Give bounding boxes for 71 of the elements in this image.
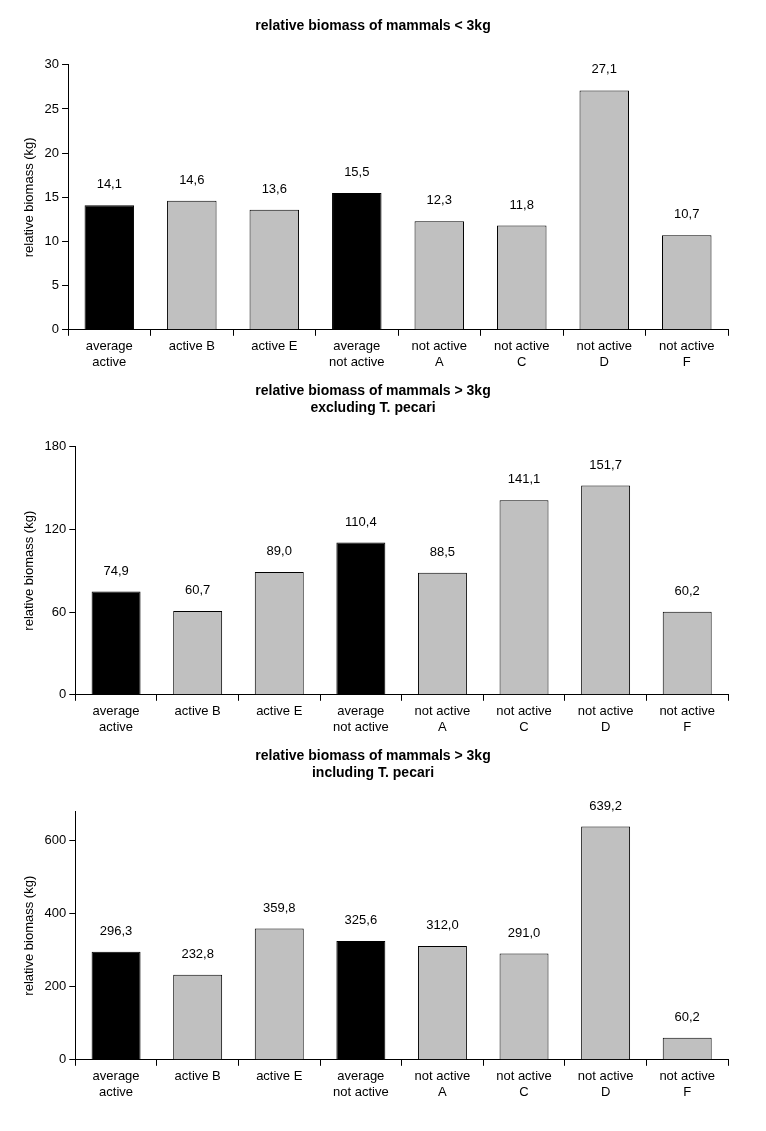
x-tick-label: not active A [414,703,471,734]
y-tick-label: 5 [51,277,60,293]
x-tick-label: not active F [658,338,715,369]
y-tick-label: 30 [44,56,60,72]
x-tick-label: active E [251,338,298,354]
data-label: 141,1 [507,471,541,487]
y-tick-label: 180 [44,438,67,454]
data-label: 359,8 [262,899,296,915]
y-tick-label: 15 [44,188,60,204]
chart-subtitle: excluding T. pecari [310,399,436,416]
data-label: 88,5 [429,543,456,559]
data-label: 312,0 [426,917,459,932]
data-label: 14,1 [96,176,122,192]
y-tick-label: 600 [44,832,67,848]
data-label: 60,2 [674,1008,700,1024]
y-tick-label: 400 [44,905,67,921]
x-tick-label: active E [256,1068,303,1084]
x-tick-label: average not active [328,338,385,369]
chart-subtitle: including T. pecari [311,764,435,781]
x-tick-label: average active [92,703,140,734]
data-label: 60,7 [185,582,211,598]
data-label: 151,7 [589,456,622,472]
data-label: 15,5 [344,163,370,179]
data-label: 12,3 [426,192,452,208]
x-tick-label: not active D [577,703,634,734]
data-label: 60,2 [674,582,700,598]
x-tick-label: active E [256,703,303,719]
y-tick-label: 20 [44,144,60,160]
chart-title: relative biomass of mammals > 3kg [255,382,491,399]
y-axis-title: relative biomass (kg) [21,510,37,631]
x-tick-label: not active A [414,1068,471,1099]
x-tick-label: active B [174,1068,221,1084]
y-tick-label: 120 [44,520,67,536]
x-tick-label: not active A [411,338,468,369]
data-label: 291,0 [507,924,541,940]
y-tick-label: 200 [44,978,67,994]
x-tick-label: not active C [496,1068,552,1099]
data-label: 325,6 [344,912,378,928]
x-tick-label: active B [174,703,221,719]
chart-title: relative biomass of mammals < 3kg [255,17,491,34]
y-tick-label: 0 [59,686,67,702]
x-tick-label: average active [92,1068,140,1099]
x-tick-label: not active D [577,1068,634,1099]
y-tick-label: 0 [59,1051,67,1067]
data-label: 232,8 [181,945,214,961]
chart-title: relative biomass of mammals > 3kg [255,747,491,764]
x-tick-label: average not active [333,703,389,734]
x-tick-label: average active [85,338,133,369]
data-label: 639,2 [589,797,622,813]
x-tick-label: not active D [576,338,633,369]
data-label: 14,6 [179,171,205,187]
y-axis-title: relative biomass (kg) [21,875,37,996]
x-tick-label: average not active [333,1068,389,1099]
y-tick-label: 0 [51,321,60,337]
x-tick-label: active B [168,338,215,354]
data-label: 11,8 [509,196,534,212]
x-tick-label: not active F [659,703,716,734]
data-label: 27,1 [591,61,617,77]
x-tick-label: not active C [496,703,552,734]
x-tick-label: not active F [659,1068,716,1099]
data-label: 10,7 [674,206,700,222]
data-label: 74,9 [103,562,129,578]
y-tick-label: 60 [51,603,67,619]
data-label: 89,0 [266,543,292,559]
data-label: 13,6 [261,180,287,196]
data-label: 296,3 [99,922,133,938]
y-tick-label: 10 [44,233,60,249]
data-label: 110,4 [345,513,377,529]
x-tick-label: not active C [493,338,550,369]
y-axis-title: relative biomass (kg) [21,137,37,258]
y-tick-label: 25 [44,100,60,116]
